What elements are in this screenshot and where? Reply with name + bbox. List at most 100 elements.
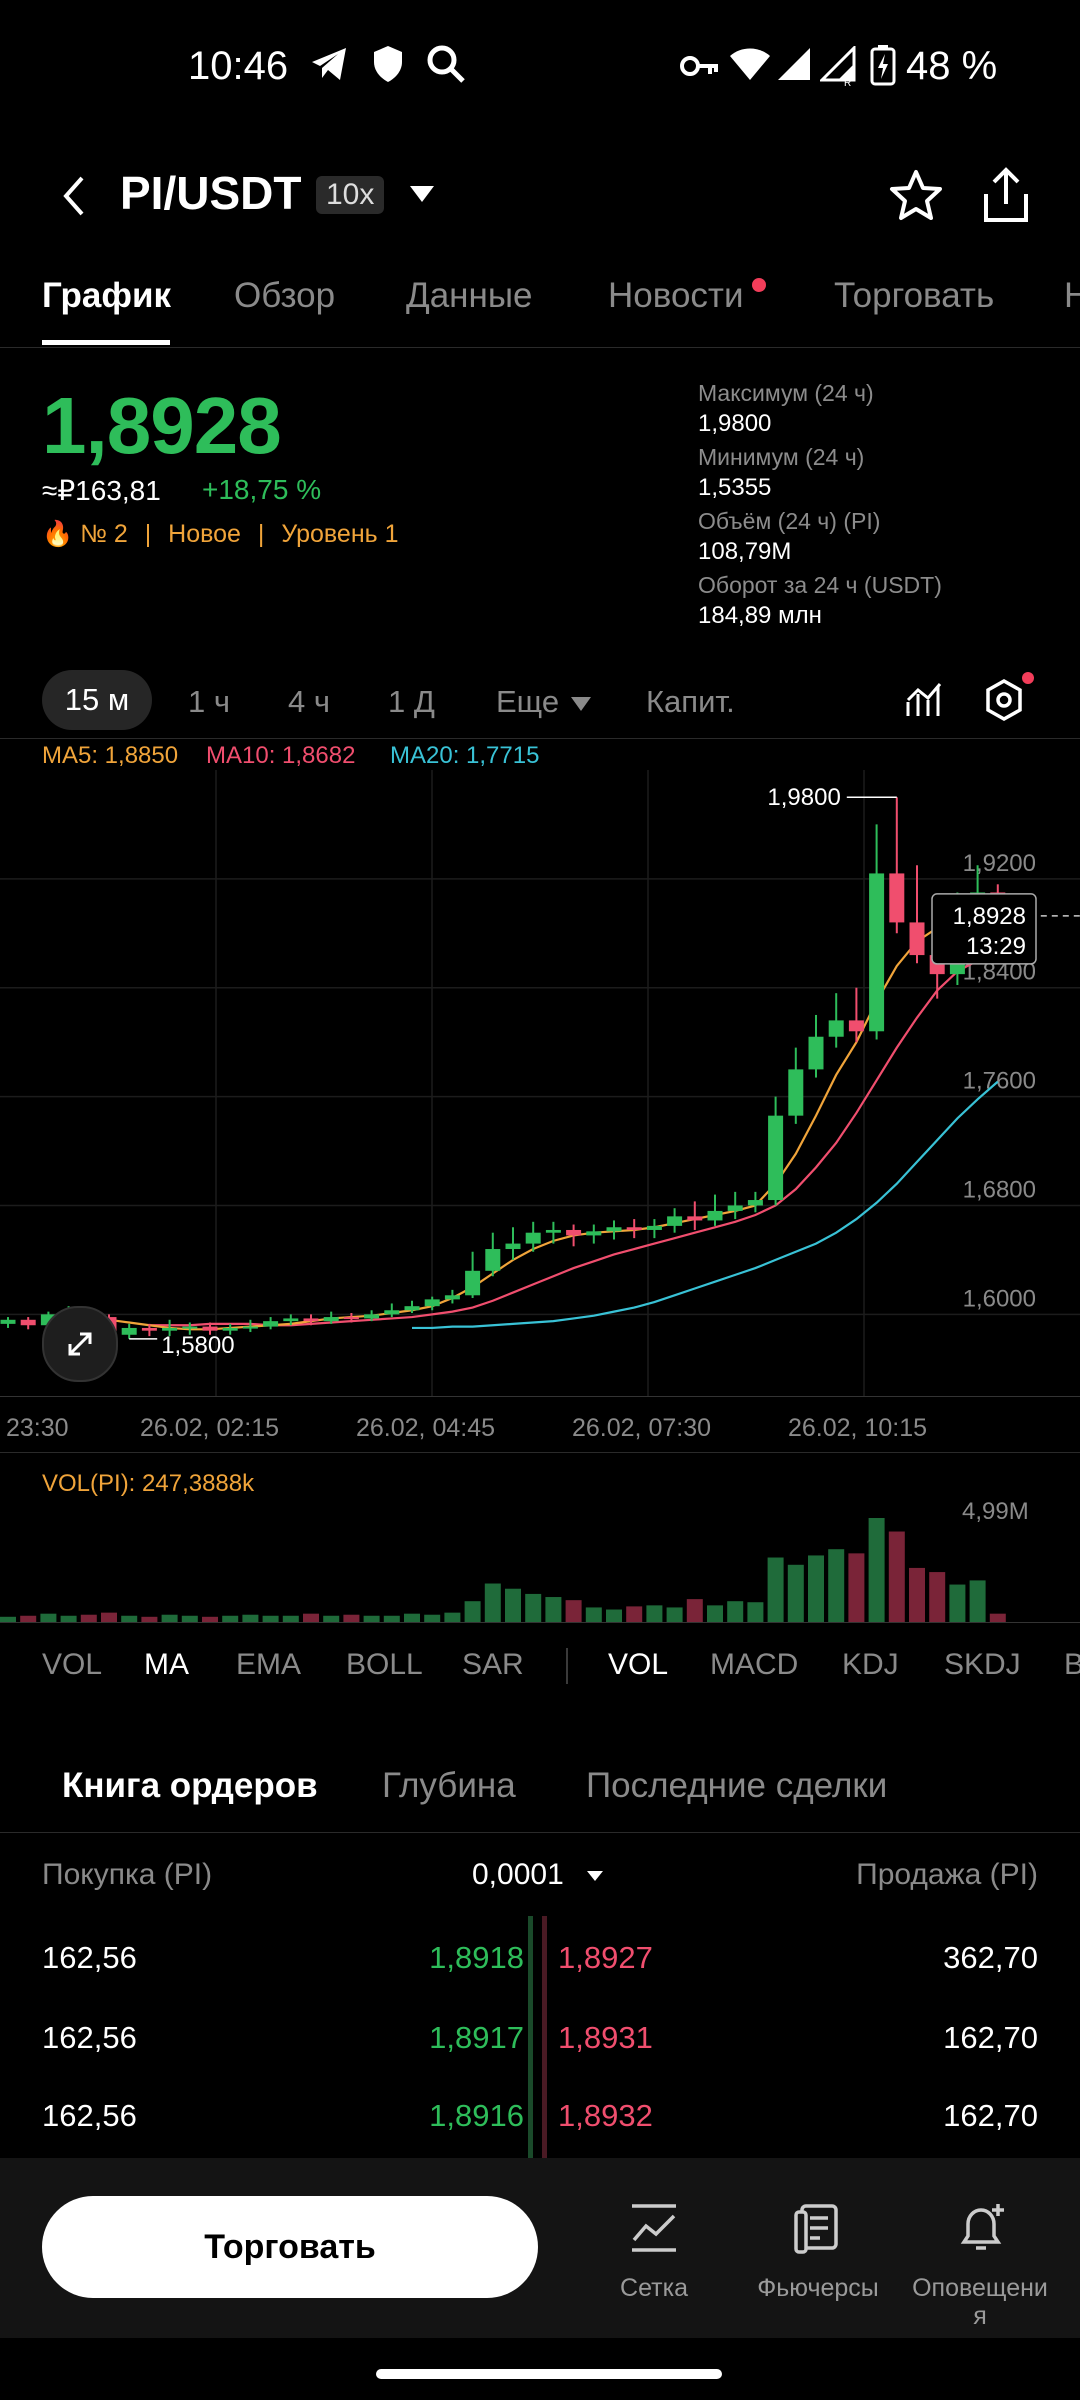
tab-more[interactable]: Н [1064,276,1080,315]
grid-nav-button[interactable]: Сетка [584,2200,724,2320]
tab-overview[interactable]: Обзор [234,276,336,315]
candle-body [20,1319,36,1326]
candle-body [404,1306,420,1311]
settings-badge-dot [1022,672,1034,684]
candle-body [788,1069,804,1116]
tab-data[interactable]: Данные [406,276,533,315]
timeframe-15m[interactable]: 15 м [42,670,152,730]
current-price-box [931,893,1037,965]
volume-bar [646,1605,663,1622]
home-indicator[interactable] [376,2369,722,2379]
volume-bar [343,1614,360,1622]
candle-body [222,1327,238,1331]
tag-level[interactable]: Уровень 1 [281,520,399,548]
battery-icon [870,45,896,86]
volume-bar [929,1572,946,1622]
expand-chart-button[interactable] [42,1306,118,1382]
tag-new[interactable]: Новое [168,520,241,548]
status-time: 10:46 [188,44,289,88]
bid-price: 1,8918 [429,1940,524,1975]
rank-row: 🔥 № 2 | Новое | Уровень 1 [42,520,399,549]
indicator-ma[interactable]: MA [144,1648,189,1681]
ma20-label: MA20: 1,7715 [390,742,540,769]
volume-bar [808,1555,824,1622]
precision-select[interactable]: 0,0001 [472,1858,564,1891]
ask-depth-bar [542,1916,547,2158]
alerts-nav-button[interactable]: Оповещения [910,2200,1050,2330]
futures-icon [794,2204,838,2254]
signal-roaming-icon: R [820,46,856,86]
tab-trade[interactable]: Торговать [834,276,995,315]
x-tick: 26.02, 02:15 [140,1414,280,1442]
sub-indicator-macd[interactable]: MACD [710,1648,799,1681]
volume-bar [848,1553,865,1622]
pair-dropdown-icon[interactable] [408,184,436,204]
separator: | [144,520,152,548]
indicator-boll[interactable]: BOLL [346,1648,423,1681]
candle-body [525,1232,541,1244]
tab-news[interactable]: Новости [608,276,744,315]
volume-bar [868,1518,885,1622]
candle-body [162,1327,178,1331]
pair-title[interactable]: PI/USDT [120,167,302,219]
futures-label: Фьючерсы [757,2274,879,2302]
tab-depth[interactable]: Глубина [382,1766,516,1805]
volume-bar [262,1615,279,1622]
stat-volume-value: 108,79M [698,538,792,565]
tab-chart[interactable]: График [42,276,172,315]
candle-body [727,1205,743,1211]
timeframe-capit[interactable]: Капит. [646,684,735,719]
chart-settings-icon[interactable] [982,678,1026,722]
orderbook-row[interactable]: 162,56 1,8918 1,8927 362,70 [0,1940,1080,1980]
indicator-ema[interactable]: EMA [236,1648,302,1681]
volume-bar [888,1531,905,1622]
alerts-label: Оповещения [912,2274,1048,2330]
svg-text:R: R [844,78,851,86]
news-badge-dot [752,278,766,292]
indicator-vol[interactable]: VOL [42,1648,103,1681]
indicators-icon[interactable] [904,680,944,720]
candle-body [747,1200,763,1206]
timeframe-1d[interactable]: 1 Д [388,684,435,719]
candle-body [0,1319,16,1324]
timeframe-4h[interactable]: 4 ч [288,684,331,719]
sell-header: Продажа (PI) [856,1858,1038,1891]
back-icon[interactable] [56,172,92,220]
volume-bar [505,1588,521,1622]
ma5-label: MA5: 1,8850 [42,742,179,769]
tab-orderbook[interactable]: Книга ордеров [62,1766,318,1805]
candle-body [768,1115,784,1201]
volume-bar [181,1615,198,1622]
rank-number: № 2 [80,520,128,548]
sub-indicator-kdj[interactable]: KDJ [842,1648,899,1681]
stat-high-value: 1,9800 [698,410,772,437]
leverage-badge[interactable]: 10x [316,176,385,214]
sub-indicator-more[interactable]: B [1064,1648,1080,1681]
volume-bar [282,1615,299,1622]
signal-icon [778,48,810,80]
sub-indicator-vol[interactable]: VOL [608,1648,669,1681]
volume-bar [404,1613,420,1622]
sub-indicator-skdj[interactable]: SKDJ [944,1648,1021,1681]
fire-icon: 🔥 [42,520,74,548]
trade-button[interactable]: Торговать [42,2196,538,2298]
y-tick: 1,6000 [963,1285,1036,1312]
precision-dropdown-icon[interactable] [586,1870,604,1882]
x-tick: 26.02, 04:45 [356,1414,496,1442]
key-icon [680,56,718,76]
volume-bar [101,1612,117,1622]
timeframe-1h[interactable]: 1 ч [188,684,231,719]
stat-high-label: Максимум (24 ч) [698,380,874,406]
star-icon[interactable] [888,168,944,224]
timeframe-more[interactable]: Еще [496,684,560,719]
volume-bar [787,1564,804,1622]
volume-bar [141,1616,158,1622]
tab-recent-trades[interactable]: Последние сделки [586,1766,888,1805]
futures-nav-button[interactable]: Фьючерсы [748,2200,888,2320]
orderbook-row[interactable]: 162,56 1,8917 1,8931 162,70 [0,2020,1080,2060]
orderbook-row[interactable]: 162,56 1,8916 1,8932 162,70 [0,2098,1080,2138]
share-icon[interactable] [978,166,1034,226]
candle-body [485,1249,501,1271]
indicator-sar[interactable]: SAR [462,1648,524,1681]
